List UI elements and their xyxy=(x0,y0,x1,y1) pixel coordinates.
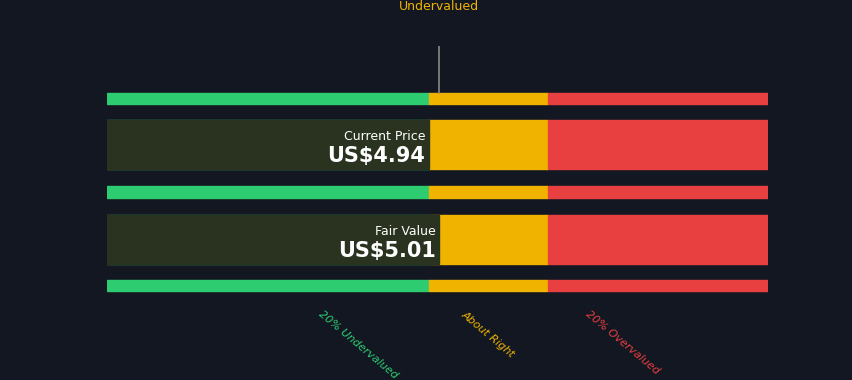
Bar xyxy=(547,280,767,291)
Text: 20% Overvalued: 20% Overvalued xyxy=(583,309,660,376)
Bar xyxy=(106,215,428,264)
Text: US$5.01: US$5.01 xyxy=(337,241,435,261)
Text: Undervalued: Undervalued xyxy=(399,0,479,13)
Bar xyxy=(428,120,547,169)
Bar xyxy=(547,93,767,104)
Text: Current Price: Current Price xyxy=(343,130,425,142)
Text: Fair Value: Fair Value xyxy=(375,225,435,238)
Text: US$4.94: US$4.94 xyxy=(327,146,425,166)
Bar xyxy=(428,215,547,264)
Bar xyxy=(547,186,767,198)
Bar xyxy=(428,93,547,104)
Bar xyxy=(106,215,439,264)
Text: About Right: About Right xyxy=(459,309,515,359)
Bar xyxy=(106,93,428,104)
Bar xyxy=(547,120,767,169)
Bar xyxy=(428,280,547,291)
Bar xyxy=(106,120,428,169)
Bar xyxy=(428,186,547,198)
Bar xyxy=(106,186,428,198)
Text: 20% Undervalued: 20% Undervalued xyxy=(316,309,399,380)
Bar xyxy=(106,120,428,169)
Bar xyxy=(547,215,767,264)
Bar xyxy=(106,280,428,291)
